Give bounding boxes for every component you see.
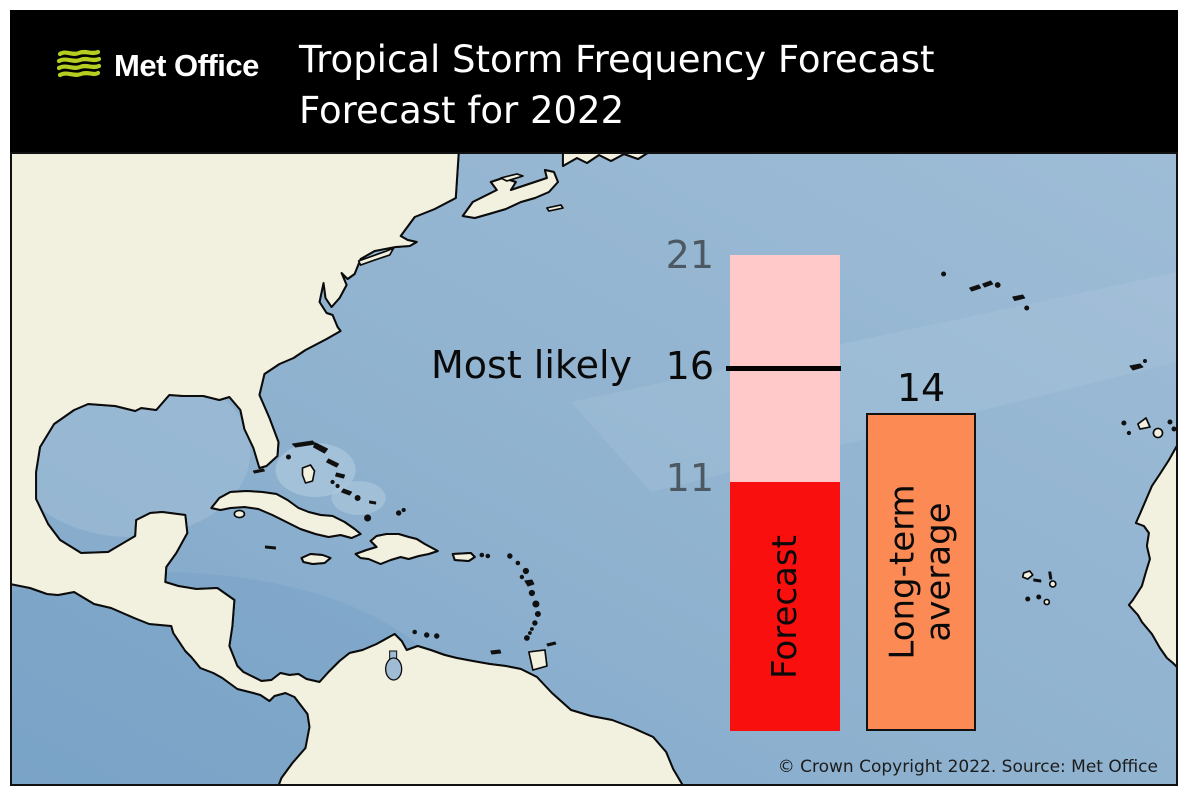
- brand-name: Met Office: [114, 48, 259, 83]
- most-likely-line: [726, 366, 841, 371]
- trinidad: [528, 649, 548, 671]
- prince-edward-island: [500, 173, 524, 182]
- forecast-bar-label: Forecast: [765, 534, 805, 679]
- isle-of-youth: [233, 509, 246, 519]
- americas-landmass: [10, 152, 685, 786]
- sable-island: [546, 204, 564, 212]
- africa-coast: [1127, 443, 1178, 669]
- long-term-average-bar-label: Long-term average: [883, 484, 960, 660]
- tenerife: [1137, 417, 1151, 430]
- long-term-average-value: 14: [896, 366, 946, 410]
- puerto-rico: [451, 552, 476, 562]
- long-term-average-bar: Long-term average: [866, 413, 976, 731]
- chart-title: Tropical Storm Frequency Forecast Foreca…: [299, 34, 935, 136]
- nova-scotia: [461, 169, 559, 219]
- title-line-1: Tropical Storm Frequency Forecast: [299, 38, 935, 81]
- cuba: [210, 490, 362, 539]
- cape-verde-santo-antao: [1021, 570, 1034, 580]
- atlantic-map: [10, 152, 1178, 786]
- cape-verde-santiago: [1043, 598, 1051, 606]
- most-likely-value: 16: [665, 344, 714, 388]
- lower-range-value: 11: [665, 456, 714, 500]
- average-label-line-2: average: [919, 502, 960, 642]
- jamaica: [300, 553, 332, 565]
- forecast-bar: Forecast: [730, 482, 840, 731]
- hispaniola: [354, 533, 439, 565]
- average-label-line-1: Long-term: [883, 484, 924, 660]
- most-likely-annotation: Most likely: [430, 343, 632, 387]
- met-office-waves-icon: [56, 48, 102, 84]
- gran-canaria: [1152, 427, 1164, 439]
- upper-range-value: 21: [665, 233, 714, 277]
- newfoundland: [561, 152, 651, 167]
- met-office-logo: Met Office: [56, 48, 259, 84]
- cape-verde-sao-nicolau: [1048, 580, 1057, 588]
- header-bar: Met Office Tropical Storm Frequency Fore…: [10, 10, 1178, 152]
- landmasses: [10, 152, 1178, 786]
- andros-island: [301, 464, 316, 484]
- copyright-notice: © Crown Copyright 2022. Source: Met Offi…: [777, 757, 1158, 777]
- lake-maracaibo: [384, 650, 403, 681]
- title-line-2: Forecast for 2022: [299, 89, 625, 132]
- map-border: [10, 152, 1178, 786]
- small-islands: [252, 271, 1177, 655]
- long-island: [357, 247, 395, 266]
